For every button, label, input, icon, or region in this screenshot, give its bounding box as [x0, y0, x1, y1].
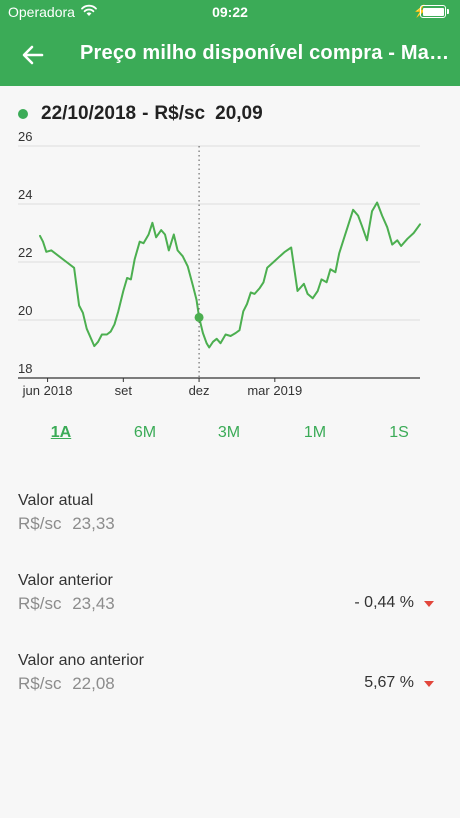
selected-point-readout: 22/10/2018 - R$/sc 20,09 — [18, 102, 263, 126]
wifi-icon — [80, 3, 98, 17]
x-tick-label: set — [115, 383, 133, 398]
stat-current: Valor atual R$/sc 23,33 — [18, 492, 442, 534]
range-tab-6m[interactable]: 6M — [133, 424, 157, 441]
status-bar: Operadora 09:22 ⚡ — [0, 0, 460, 26]
selected-unit: R$/sc — [154, 103, 206, 124]
selected-separator: - — [142, 103, 149, 124]
down-triangle-icon — [424, 680, 434, 687]
stat-current-label: Valor atual — [18, 492, 94, 509]
series-line — [39, 201, 421, 349]
y-tick-label: 24 — [18, 187, 32, 202]
app-header: Operadora 09:22 ⚡ Preço milho disponível… — [0, 0, 460, 86]
selected-data-point — [194, 312, 204, 322]
range-tab-1m[interactable]: 1M — [303, 424, 327, 441]
series-dot-icon — [18, 109, 28, 119]
stat-year-ago-label: Valor ano anterior — [18, 652, 144, 669]
selected-date: 22/10/2018 — [41, 103, 137, 124]
range-tab-3m[interactable]: 3M — [217, 424, 241, 441]
stat-year-ago-change: 5,67 % — [364, 674, 434, 692]
y-tick-label: 18 — [18, 361, 32, 376]
status-clock: 09:22 — [212, 4, 248, 20]
stat-current-value-row: R$/sc 23,33 — [18, 514, 442, 534]
battery-icon — [420, 5, 449, 18]
page-title: Preço milho disponível compra - Mato Gro… — [80, 42, 450, 64]
stat-year-ago-change-text: 5,67 % — [364, 674, 414, 691]
x-tick-label: dez — [189, 383, 210, 398]
stat-previous-value: 23,43 — [72, 594, 115, 613]
stat-previous-value-row: R$/sc 23,43 — [18, 594, 442, 614]
y-tick-label: 26 — [18, 130, 32, 144]
carrier-label: Operadora — [8, 4, 75, 20]
stat-previous-label: Valor anterior — [18, 572, 113, 589]
back-arrow-icon[interactable] — [18, 40, 48, 70]
x-tick-label: mar 2019 — [247, 383, 302, 398]
stat-year-ago: Valor ano anterior R$/sc 22,08 5,67 % — [18, 652, 442, 694]
stat-previous: Valor anterior R$/sc 23,43 - 0,44 % — [18, 572, 442, 614]
stat-year-ago-value: 22,08 — [72, 674, 115, 693]
selected-value: 20,09 — [215, 103, 263, 124]
nav-bar: Preço milho disponível compra - Mato Gro… — [0, 26, 460, 86]
stat-previous-change: - 0,44 % — [354, 594, 434, 612]
x-tick-label: jun 2018 — [22, 383, 73, 398]
stat-previous-change-text: - 0,44 % — [354, 594, 414, 611]
stat-year-ago-value-row: R$/sc 22,08 — [18, 674, 442, 694]
range-tab-1a[interactable]: 1A — [50, 424, 72, 441]
price-chart[interactable]: 26 24 22 20 18 jun 2018 set dez mar 2019 — [0, 130, 460, 410]
stat-current-value: 23,33 — [72, 514, 115, 533]
range-selector: 1A 6M 3M 1M 1S — [0, 420, 460, 448]
y-tick-label: 22 — [18, 245, 32, 260]
range-tab-1s[interactable]: 1S — [389, 424, 409, 441]
down-triangle-icon — [424, 600, 434, 607]
y-tick-label: 20 — [18, 303, 32, 318]
stat-current-unit: R$/sc — [18, 514, 62, 533]
stat-year-ago-unit: R$/sc — [18, 674, 62, 693]
stat-previous-unit: R$/sc — [18, 594, 62, 613]
